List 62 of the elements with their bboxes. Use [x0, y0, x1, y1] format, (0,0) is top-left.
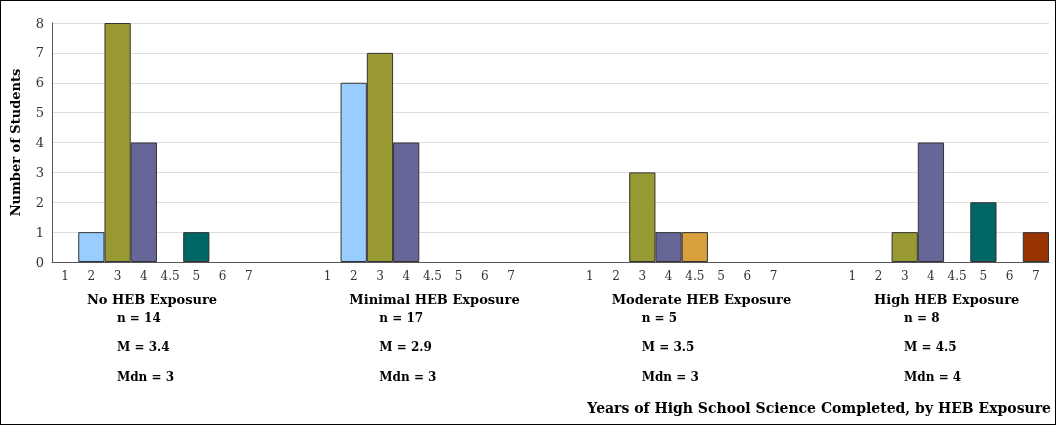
bar: [1022, 232, 1049, 262]
x-tick-label: 5: [717, 269, 725, 283]
text: n = 14: [116, 311, 161, 325]
x-tick-label: 1: [586, 269, 594, 283]
x-tick-label: 2: [87, 269, 96, 283]
x-tick-label: 1: [61, 269, 69, 283]
y-tick-label: 2: [35, 194, 44, 210]
x-tick-label: 3: [376, 269, 384, 283]
x-tick-label: 2: [349, 269, 358, 283]
text: n = 8: [904, 311, 940, 325]
text: No HEB Exposure: [86, 292, 218, 307]
text: High HEB Exposure: [874, 292, 1020, 307]
x-tick-label: 4: [664, 269, 673, 283]
text: Mdn = 4: [904, 370, 962, 384]
y-axis-title: Number of Students: [8, 68, 23, 217]
text: M = 4.5: [904, 340, 957, 354]
y-tick-label: 5: [35, 105, 44, 121]
x-tick-label: 3: [900, 269, 909, 283]
x-tick-label: 5: [454, 269, 463, 283]
text: Mdn = 3: [379, 370, 437, 384]
x-tick-label: 2: [612, 269, 620, 283]
bar: [970, 202, 997, 262]
x-tick-label: 3: [113, 269, 122, 283]
text: M = 3.5: [641, 340, 695, 354]
text: Mdn = 3: [116, 370, 175, 384]
y-tick-label: 6: [35, 75, 44, 91]
x-tick-label: 6: [218, 269, 227, 283]
text: M = 2.9: [379, 340, 432, 354]
x-tick-label: 4: [402, 269, 411, 283]
text: n = 5: [641, 311, 678, 325]
text: n = 17: [379, 311, 424, 325]
y-tick-label: 0: [35, 254, 44, 270]
text: Mdn = 3: [641, 370, 699, 384]
y-tick-label: 3: [35, 164, 44, 180]
y-tick-label: 1: [35, 224, 44, 240]
x-tick-label: 7: [244, 269, 253, 283]
x-tick-label: 7: [769, 269, 778, 283]
x-tick-label: 2: [874, 269, 883, 283]
y-tick-label: 7: [35, 45, 44, 61]
y-tick-label: 8: [35, 15, 44, 31]
x-tick-label: 6: [743, 269, 752, 283]
x-tick-label: 5: [192, 269, 201, 283]
x-tick-label: 5: [979, 269, 988, 283]
x-tick-label: 4.5: [947, 269, 967, 283]
text: Minimal HEB Exposure: [349, 292, 520, 307]
x-tick-label: 4: [140, 269, 149, 283]
x-tick-label: 4: [927, 269, 936, 283]
x-tick-label: 4.5: [160, 269, 180, 283]
x-tick-label: 7: [507, 269, 515, 283]
bar: [183, 232, 210, 262]
text: M = 3.4: [116, 340, 170, 354]
x-tick-label: 1: [323, 269, 332, 283]
text: Years of High School Science Completed, by HEB Exposure: [586, 400, 1052, 416]
text: Moderate HEB Exposure: [611, 292, 792, 307]
x-tick-label: 6: [481, 269, 489, 283]
x-tick-label: 4.5: [685, 269, 705, 283]
x-tick-label: 6: [1005, 269, 1014, 283]
y-tick-label: 4: [35, 135, 44, 150]
x-tick-label: 3: [638, 269, 647, 283]
x-tick-label: 4.5: [422, 269, 442, 283]
x-tick-label: 1: [848, 269, 857, 283]
x-tick-label: 7: [1032, 269, 1040, 283]
